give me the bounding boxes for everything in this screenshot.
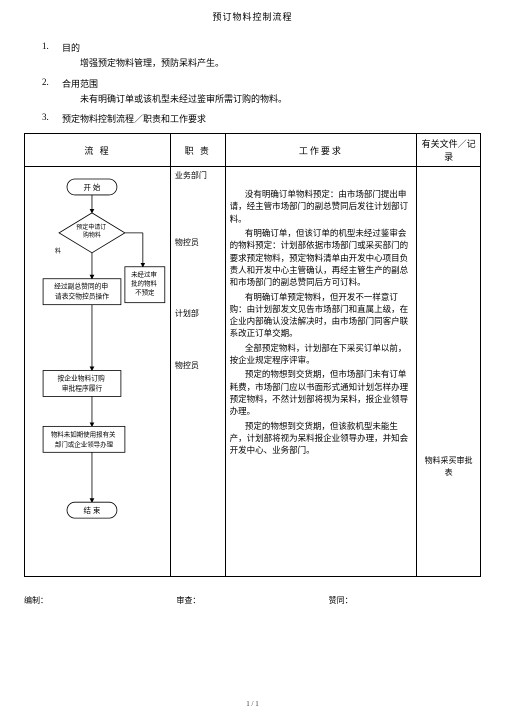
footer-row: 编制： 审查： 赞同： — [24, 595, 481, 606]
sec-body-1: 增强预定物料管理，预防呆料产生。 — [80, 57, 481, 71]
flow-end: 结 束 — [84, 505, 101, 515]
flowchart: 开 始 预定申请订 购物料 未经过审 批的物料 不预定 — [25, 171, 170, 580]
sec-num-3: 3. — [42, 112, 62, 125]
svg-text:料: 料 — [55, 247, 61, 255]
req-p1: 没有明确订单物料预定：由市场部门提出申请，经主管市场部门的副总赞同后发往计划部订… — [230, 188, 413, 225]
svg-text:未经过审 批的物料: 未经过审 批的物料 不预定 — [131, 270, 159, 297]
role-2: 物控员 — [175, 237, 221, 248]
th-flow: 流 程 — [25, 134, 171, 167]
th-req: 工作要求 — [225, 134, 417, 167]
main-table: 流 程 职 责 工作要求 有关文件／记录 开 始 预定申请订 — [24, 133, 481, 577]
sections: 1. 目的 增强预定物料管理，预防呆料产生。 2. 合用范围 未有明确订单或该机… — [42, 41, 481, 125]
page-title: 预订物料控制流程 — [24, 10, 481, 23]
flow-cell: 开 始 预定申请订 购物料 未经过审 批的物料 不预定 — [25, 167, 171, 577]
req-p6: 预定的物想到交货期，但该款机型未能生产，计划部将视为呆料报企业领导办理，并知会开… — [230, 420, 413, 457]
th-doc: 有关文件／记录 — [417, 134, 481, 167]
page-number: 1 / 1 — [0, 700, 505, 708]
req-p4: 全部预定物料，计划部在下采买订单以前，按企业规定程序评审。 — [230, 342, 413, 367]
footer-c: 赞同： — [329, 595, 481, 606]
flow-start: 开 始 — [84, 182, 101, 192]
sec-num-1: 1. — [42, 41, 62, 54]
footer-b: 审查： — [176, 595, 328, 606]
doc-cell: 物料采买审批表 — [417, 167, 481, 577]
req-p2: 有明确订单，但该订单的机型未经过鉴审会的物料预定：计划部依据市场部门或采买部门的… — [230, 227, 413, 289]
sec-num-2: 2. — [42, 77, 62, 90]
role-1: 业务部门 — [175, 170, 221, 181]
footer-a: 编制： — [24, 595, 176, 606]
sec-title-2: 合用范围 — [62, 77, 98, 90]
role-4: 物控员 — [175, 360, 221, 371]
th-role: 职 责 — [170, 134, 225, 167]
sec-title-3: 预定物料控制流程／职责和工作要求 — [62, 112, 206, 125]
doc-1: 物料采买审批表 — [425, 456, 473, 476]
role-cell: 业务部门 物控员 计划部 物控员 — [170, 167, 225, 577]
role-3: 计划部 — [175, 308, 221, 319]
req-p5: 预定的物想到交货期，但市场部门未有订单耗费，市场部门应以书面形式通知计划怎样办理… — [230, 368, 413, 417]
req-p3: 有明确订单预定物料，但开发不一样意订购：由计划部发文见告市场部门和直属上级，在企… — [230, 291, 413, 340]
req-cell: 没有明确订单物料预定：由市场部门提出申请，经主管市场部门的副总赞同后发往计划部订… — [225, 167, 417, 577]
sec-title-1: 目的 — [62, 41, 80, 54]
sec-body-2: 未有明确订单或该机型未经过鉴审所需订购的物料。 — [80, 93, 481, 107]
